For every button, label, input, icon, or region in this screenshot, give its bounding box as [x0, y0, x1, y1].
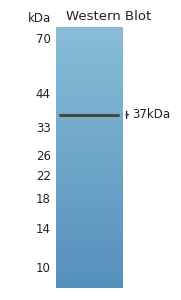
Text: 44: 44 [36, 88, 51, 101]
Text: 70: 70 [36, 33, 51, 46]
Text: 10: 10 [36, 262, 51, 275]
Text: 18: 18 [36, 193, 51, 206]
Text: 26: 26 [36, 150, 51, 163]
Text: 22: 22 [36, 169, 51, 182]
Text: 14: 14 [36, 223, 51, 236]
Text: kDa: kDa [28, 13, 51, 26]
Text: 33: 33 [36, 122, 51, 135]
Text: Western Blot: Western Blot [66, 11, 151, 23]
Text: 37kDa: 37kDa [132, 108, 170, 121]
